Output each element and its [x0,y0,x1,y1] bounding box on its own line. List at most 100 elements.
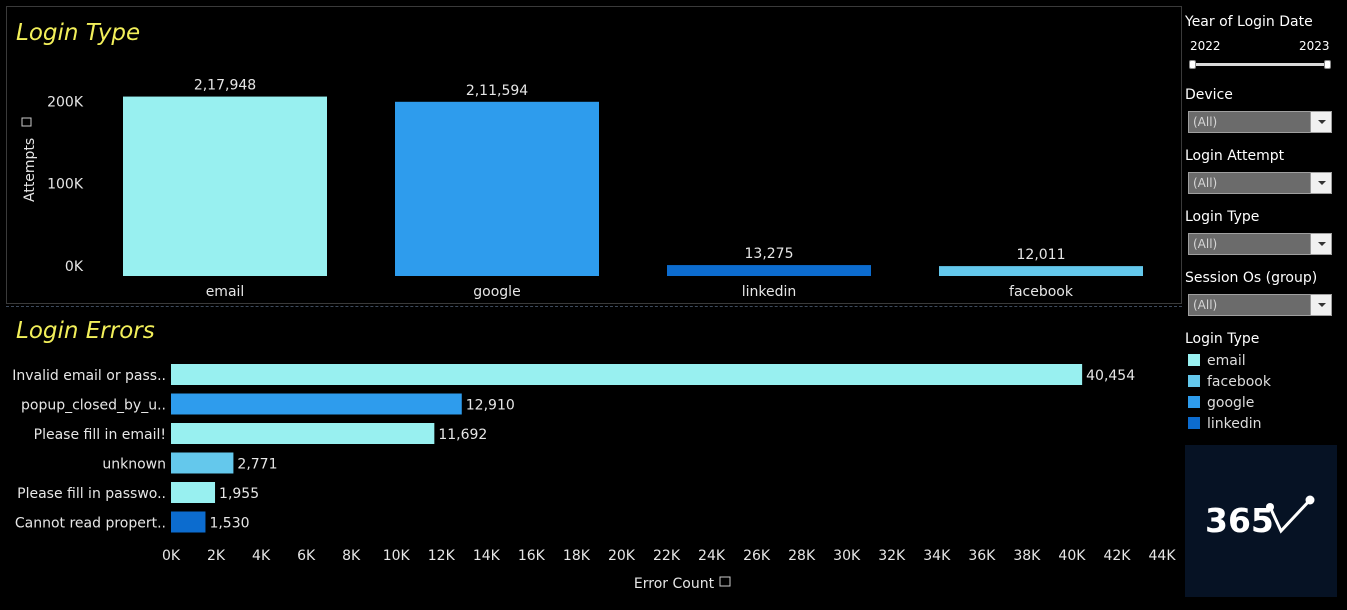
legend-swatch [1188,375,1200,387]
year-slider-end-handle[interactable] [1324,60,1331,69]
login-attempt-dropdown-value: (All) [1193,176,1218,190]
y-tick-label: Cannot read propert.. [15,516,166,532]
y-tick-label: 100K [47,177,84,193]
session-os-dropdown[interactable]: (All) [1188,294,1332,316]
error-bar [171,511,206,533]
legend-swatch [1188,417,1200,429]
x-axis-label: Error Count [634,576,715,592]
bar-value-label: 11,692 [438,427,487,443]
x-tick-label: linkedin [742,284,797,300]
legend-label: google [1207,395,1255,411]
x-tick-label: 30K [833,548,861,564]
x-tick-label: 8K [342,548,361,564]
x-tick-label: 20K [608,548,636,564]
error-bar [171,393,462,415]
login-type-chart: 2,17,948 email 2,11,594 google 13,275 linkedi… [21,78,1143,300]
device-filter-label: Device [1185,87,1233,103]
chevron-down-icon[interactable] [1310,295,1331,315]
y-tick-label: Invalid email or pass.. [12,368,166,384]
error-bar [171,482,216,503]
legend-item-email[interactable]: email [1188,353,1246,369]
x-tick-label: google [473,284,520,300]
logo-mark: 365 [1205,495,1315,540]
bar-value-label: 12,011 [1017,247,1066,263]
bar-value-label: 40,454 [1086,368,1135,384]
legend-label: email [1207,353,1246,369]
x-tick-label: 22K [653,548,681,564]
error-bar [171,364,1083,385]
year-start-label: 2022 [1190,39,1221,53]
x-tick-label: 2K [207,548,226,564]
logo-dot [1266,503,1274,511]
year-slider-track[interactable] [1191,63,1329,66]
bar-value-label: 1,955 [219,486,259,502]
logo-dot [1305,495,1315,505]
x-tick-label: 4K [252,548,271,564]
bar-linkedin [667,265,871,276]
session-os-filter-label: Session Os (group) [1185,270,1318,286]
x-tick-label: 14K [473,548,501,564]
session-os-dropdown-value: (All) [1193,298,1218,312]
bar-value-label: 2,771 [237,457,277,473]
legend-item-linkedin[interactable]: linkedin [1188,416,1262,432]
login-errors-chart: 40,454 Invalid email or pass.. 12,910 popup… [12,364,1177,592]
company-logo: 365 [1185,445,1337,597]
y-tick-label: popup_closed_by_u.. [21,398,166,414]
x-tick-label: 34K [923,548,951,564]
bar-google [395,101,599,276]
x-tick-label: email [206,284,245,300]
login-type-panel [6,6,1182,304]
x-tick-label: 12K [428,548,456,564]
x-tick-label: 16K [518,548,546,564]
x-tick-label: 44K [1149,548,1177,564]
y-tick-label: unknown [102,457,166,473]
year-slider-start-handle[interactable] [1189,60,1196,69]
login-attempt-dropdown[interactable]: (All) [1188,172,1332,194]
y-axis-label: Attempts [22,138,38,202]
sort-icon [21,117,32,127]
error-bar [171,423,435,444]
login-type-dropdown[interactable]: (All) [1188,233,1332,255]
x-tick-label: 18K [563,548,591,564]
bar-value-label: 2,17,948 [194,78,256,94]
y-tick-label: Please fill in email! [34,427,166,443]
x-tick-label: 28K [788,548,816,564]
legend-title: Login Type [1185,331,1260,347]
bar-email [123,96,327,277]
x-tick-label: 10K [383,548,411,564]
legend-label: facebook [1207,374,1271,390]
device-dropdown[interactable]: (All) [1188,111,1332,133]
login-attempt-filter-label: Login Attempt [1185,148,1285,164]
x-tick-label: 36K [968,548,996,564]
legend-label: linkedin [1207,416,1262,432]
legend-swatch [1188,396,1200,408]
x-tick-label: 38K [1013,548,1041,564]
bar-facebook [939,266,1143,276]
login-type-filter-label: Login Type [1185,209,1260,225]
legend-item-facebook[interactable]: facebook [1188,374,1271,390]
logo-check-mark [1268,498,1312,534]
login-errors-title: Login Errors [16,318,155,344]
x-tick-label: facebook [1009,284,1074,300]
y-tick-label: 0K [65,259,84,275]
y-tick-label: 200K [47,94,84,110]
year-filter-label: Year of Login Date [1185,14,1313,30]
year-end-label: 2023 [1299,39,1330,53]
sort-icon [719,576,731,587]
login-type-title: Login Type [16,20,141,46]
chevron-down-icon[interactable] [1310,173,1331,193]
panel-divider [6,306,1182,307]
legend-item-google[interactable]: google [1188,395,1254,411]
legend-swatch [1188,354,1200,366]
bar-value-label: 1,530 [209,516,249,532]
x-tick-label: 40K [1058,548,1086,564]
chevron-down-icon[interactable] [1310,112,1331,132]
bar-value-label: 12,910 [466,398,515,414]
x-tick-label: 0K [162,548,181,564]
chevron-down-icon[interactable] [1310,234,1331,254]
x-tick-label: 6K [297,548,316,564]
x-tick-label: 42K [1103,548,1131,564]
x-tick-label: 32K [878,548,906,564]
bar-value-label: 2,11,594 [466,83,528,99]
device-dropdown-value: (All) [1193,115,1218,129]
